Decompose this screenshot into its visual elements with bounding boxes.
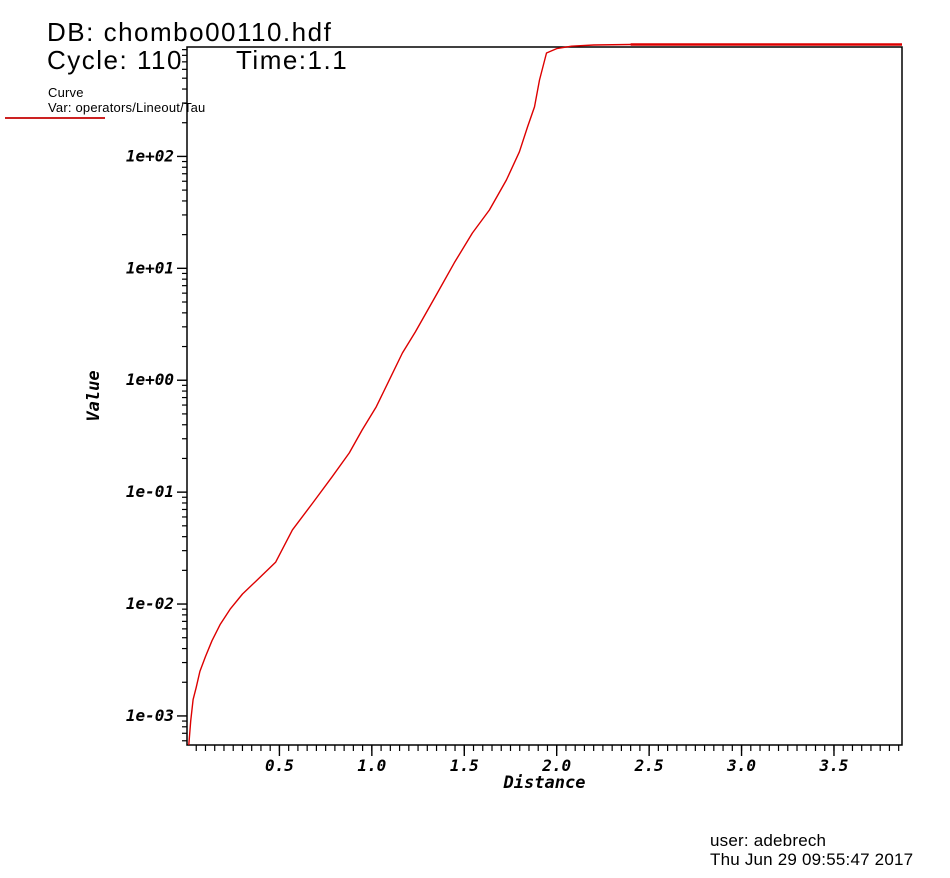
y-tick-label: 1e-02 [126, 594, 174, 613]
legend-var-label: Var: operators/Lineout/Tau [48, 100, 206, 115]
x-tick-label: 3.5 [819, 756, 849, 775]
legend-plot-type: Curve [48, 85, 84, 100]
y-tick-label: 1e+00 [126, 370, 174, 389]
cycle-label: Cycle: 110 [47, 45, 183, 75]
y-axis: 1e-03 1e-02 1e-01 1e+00 1e+01 1e+02 [126, 49, 187, 742]
tau-curve[interactable] [188, 43, 902, 746]
user-label: user: adebrech [710, 831, 827, 850]
y-tick-label: 1e-01 [126, 482, 174, 501]
y-tick-label: 1e+02 [126, 146, 174, 165]
database-title: DB: chombo00110.hdf [47, 17, 333, 47]
time-label: Time:1.1 [236, 45, 349, 75]
y-tick-label: 1e+01 [126, 258, 174, 277]
x-tick-label: 1.5 [450, 756, 479, 775]
y-tick-label: 1e-03 [126, 706, 174, 725]
x-axis: 0.5 1.0 1.5 2.0 2.5 3.0 3.5 [195, 745, 900, 775]
legend-color-swatch [5, 117, 105, 119]
x-tick-label: 2.5 [634, 756, 664, 775]
plot-border [186, 46, 903, 746]
x-tick-label: 3.0 [726, 756, 756, 775]
footer-info: user: adebrech Thu Jun 29 09:55:47 2017 [710, 831, 913, 869]
x-tick-label: 1.0 [357, 756, 386, 775]
timestamp-label: Thu Jun 29 09:55:47 2017 [710, 850, 914, 869]
x-tick-label: 2.0 [541, 756, 571, 775]
x-axis-title: Distance [503, 773, 586, 793]
y-axis-title: Value [84, 370, 104, 421]
x-tick-label: 0.5 [265, 756, 294, 775]
